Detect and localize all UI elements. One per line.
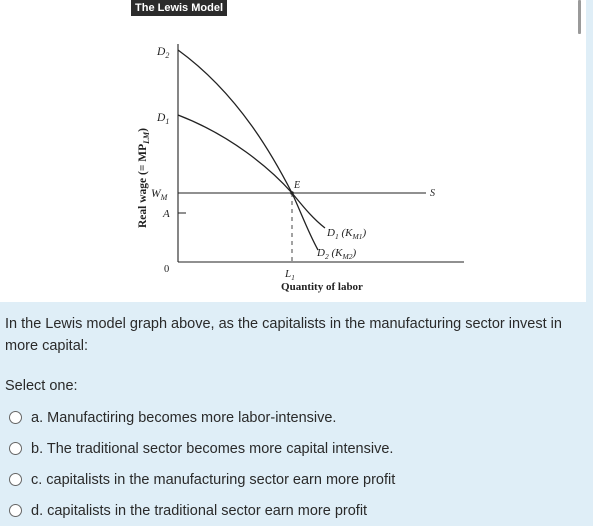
option-b[interactable]: b. The traditional sector becomes more c…: [9, 433, 584, 464]
scrollbar-thumb[interactable]: [578, 0, 581, 34]
option-c-label[interactable]: c. capitalists in the manufacturing sect…: [31, 471, 396, 488]
x-axis-label: Quantity of labor: [281, 281, 363, 293]
figure-panel: The Lewis Model Real wage (= MPLM) D2 D1…: [0, 0, 586, 302]
d2-demand-curve: [177, 49, 319, 251]
select-one-label: Select one:: [5, 378, 78, 394]
a-label: A: [162, 208, 170, 220]
d1-axis-label: D1: [156, 112, 169, 126]
d1-curve-label: D1 (KM1): [326, 227, 366, 241]
origin-label: 0: [164, 264, 169, 275]
radio-a[interactable]: [9, 411, 22, 424]
option-d-label[interactable]: d. capitalists in the traditional sector…: [31, 502, 368, 519]
d2-axis-label: D2: [156, 46, 169, 60]
radio-b[interactable]: [9, 442, 22, 455]
option-a-label[interactable]: a. Manufactiring becomes more labor-inte…: [31, 409, 337, 426]
option-b-label[interactable]: b. The traditional sector becomes more c…: [31, 440, 394, 457]
option-a[interactable]: a. Manufactiring becomes more labor-inte…: [9, 402, 584, 433]
d1-demand-curve: [177, 114, 326, 229]
wm-label: WM: [151, 188, 169, 202]
y-axis-label: Real wage (= MPLM): [137, 128, 151, 228]
figure-title: The Lewis Model: [131, 0, 228, 16]
l1-label: L1: [284, 268, 295, 282]
lewis-model-graph: Real wage (= MPLM) D2 D1 WM A 0 E S: [137, 44, 464, 293]
option-c[interactable]: c. capitalists in the manufacturing sect…: [9, 464, 584, 495]
s-label: S: [430, 188, 435, 199]
equilibrium-point-e: [290, 191, 294, 195]
radio-d[interactable]: [9, 504, 22, 517]
option-d[interactable]: d. capitalists in the traditional sector…: [9, 495, 584, 526]
e-label: E: [293, 180, 300, 191]
answer-options: a. Manufactiring becomes more labor-inte…: [9, 402, 584, 526]
radio-c[interactable]: [9, 473, 22, 486]
d2-curve-label: D2 (KM2): [316, 247, 356, 261]
question-text: In the Lewis model graph above, as the c…: [5, 316, 562, 354]
